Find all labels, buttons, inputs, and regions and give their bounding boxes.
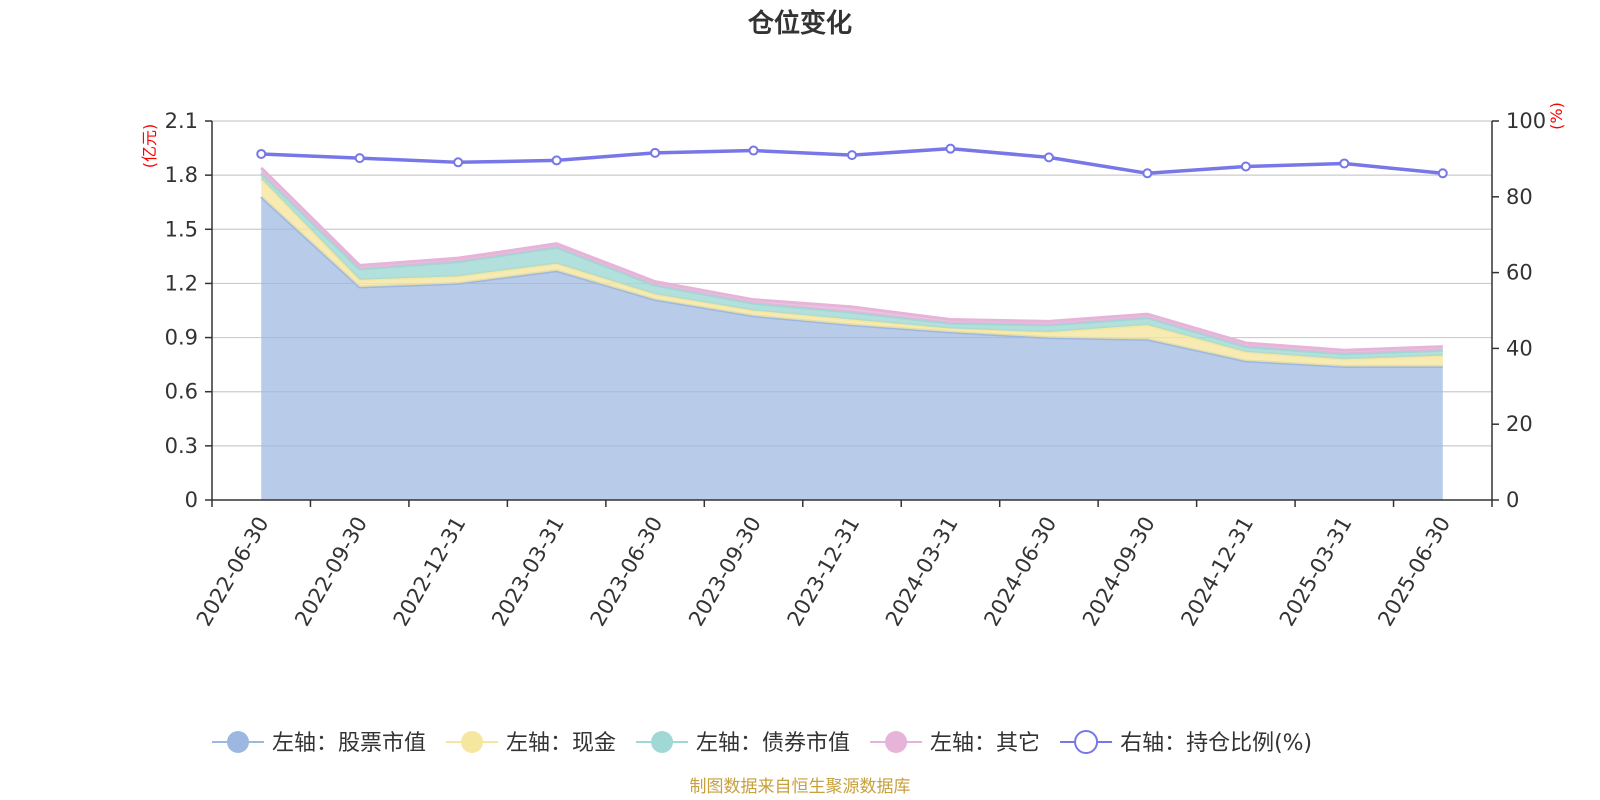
- legend-label: 左轴：债券市值: [696, 731, 850, 756]
- legend-label: 右轴：持仓比例(%): [1120, 731, 1312, 756]
- area-edge-4: [260, 166, 1443, 352]
- x-tick-label: 2022-09-30: [290, 513, 372, 631]
- ratio-point: [453, 157, 464, 168]
- right-tick-label: 100: [1506, 109, 1546, 133]
- chart-title: 仓位变化: [747, 8, 852, 39]
- ratio-point: [945, 143, 956, 154]
- ratio-point: [551, 155, 562, 166]
- legend: 左轴：股票市值 左轴：现金 左轴：债券市值 左轴：其它 右轴：持仓比例(%): [212, 730, 1312, 756]
- x-tick-label: 2023-03-31: [487, 513, 569, 631]
- stacked-areas: [260, 166, 1443, 501]
- legend-item[interactable]: 右轴：持仓比例(%): [1060, 730, 1312, 756]
- x-tick-label: 2022-12-31: [389, 513, 471, 631]
- left-tick-label: 0.3: [165, 434, 198, 458]
- legend-label: 左轴：股票市值: [272, 731, 426, 756]
- x-tick-label: 2024-03-31: [881, 513, 963, 631]
- left-tick-label: 1.5: [165, 217, 198, 241]
- ratio-point: [1339, 158, 1350, 169]
- right-tick-label: 80: [1506, 185, 1533, 209]
- right-tick-label: 40: [1506, 336, 1533, 360]
- ratio-point: [1142, 168, 1153, 179]
- left-tick-label: 0.9: [165, 326, 198, 350]
- ratio-point: [847, 150, 857, 161]
- legend-label: 左轴：现金: [506, 731, 616, 756]
- x-tick-label: 2024-06-30: [979, 513, 1061, 631]
- legend-dot: [227, 731, 249, 753]
- right-tick-label: 60: [1506, 261, 1533, 285]
- ratio-point: [1043, 152, 1054, 163]
- area-1: [261, 196, 1443, 501]
- area-edge-2: [260, 177, 1443, 361]
- ratio-point: [748, 145, 759, 156]
- x-tick-label: 2023-12-31: [783, 513, 865, 631]
- legend-item[interactable]: 左轴：现金: [446, 731, 616, 756]
- x-tick-label: 2024-12-31: [1176, 513, 1258, 631]
- legend-dot: [885, 731, 908, 753]
- legend-dot: [1074, 730, 1099, 754]
- x-tick-label: 2022-06-30: [192, 513, 274, 631]
- ratio-point: [1240, 161, 1251, 172]
- legend-item[interactable]: 左轴：其它: [870, 731, 1040, 756]
- ratio-point: [256, 148, 267, 159]
- ratio-point: [354, 153, 365, 164]
- x-tick-label: 2023-06-30: [586, 513, 668, 631]
- legend-item[interactable]: 左轴：股票市值: [212, 731, 426, 756]
- legend-dot: [461, 731, 484, 753]
- ratio-point: [1437, 168, 1448, 179]
- x-tick-label: 2025-03-31: [1275, 513, 1357, 631]
- left-tick-label: 0.6: [165, 380, 198, 404]
- x-tick-label: 2025-06-30: [1373, 513, 1455, 631]
- x-tick-label: 2024-09-30: [1078, 513, 1160, 631]
- x-tick-label: 2023-09-30: [684, 513, 766, 631]
- left-axis-unit: (亿元): [140, 124, 159, 169]
- legend-dot: [651, 731, 674, 753]
- right-tick-label: 0: [1506, 488, 1519, 512]
- right-axis-unit: (%): [1547, 102, 1566, 130]
- source-note: 制图数据来自恒生聚源数据库: [690, 777, 911, 797]
- right-tick-label: 20: [1506, 412, 1533, 436]
- area-3: [261, 173, 1443, 360]
- legend-label: 左轴：其它: [930, 731, 1040, 756]
- left-tick-label: 2.1: [165, 109, 198, 133]
- left-tick-label: 1.2: [165, 271, 198, 295]
- left-tick-label: 1.8: [165, 163, 198, 187]
- ratio-line-series: [256, 143, 1448, 179]
- ratio-point: [650, 147, 661, 158]
- left-tick-label: 0: [185, 488, 198, 512]
- legend-item[interactable]: 左轴：债券市值: [636, 731, 850, 756]
